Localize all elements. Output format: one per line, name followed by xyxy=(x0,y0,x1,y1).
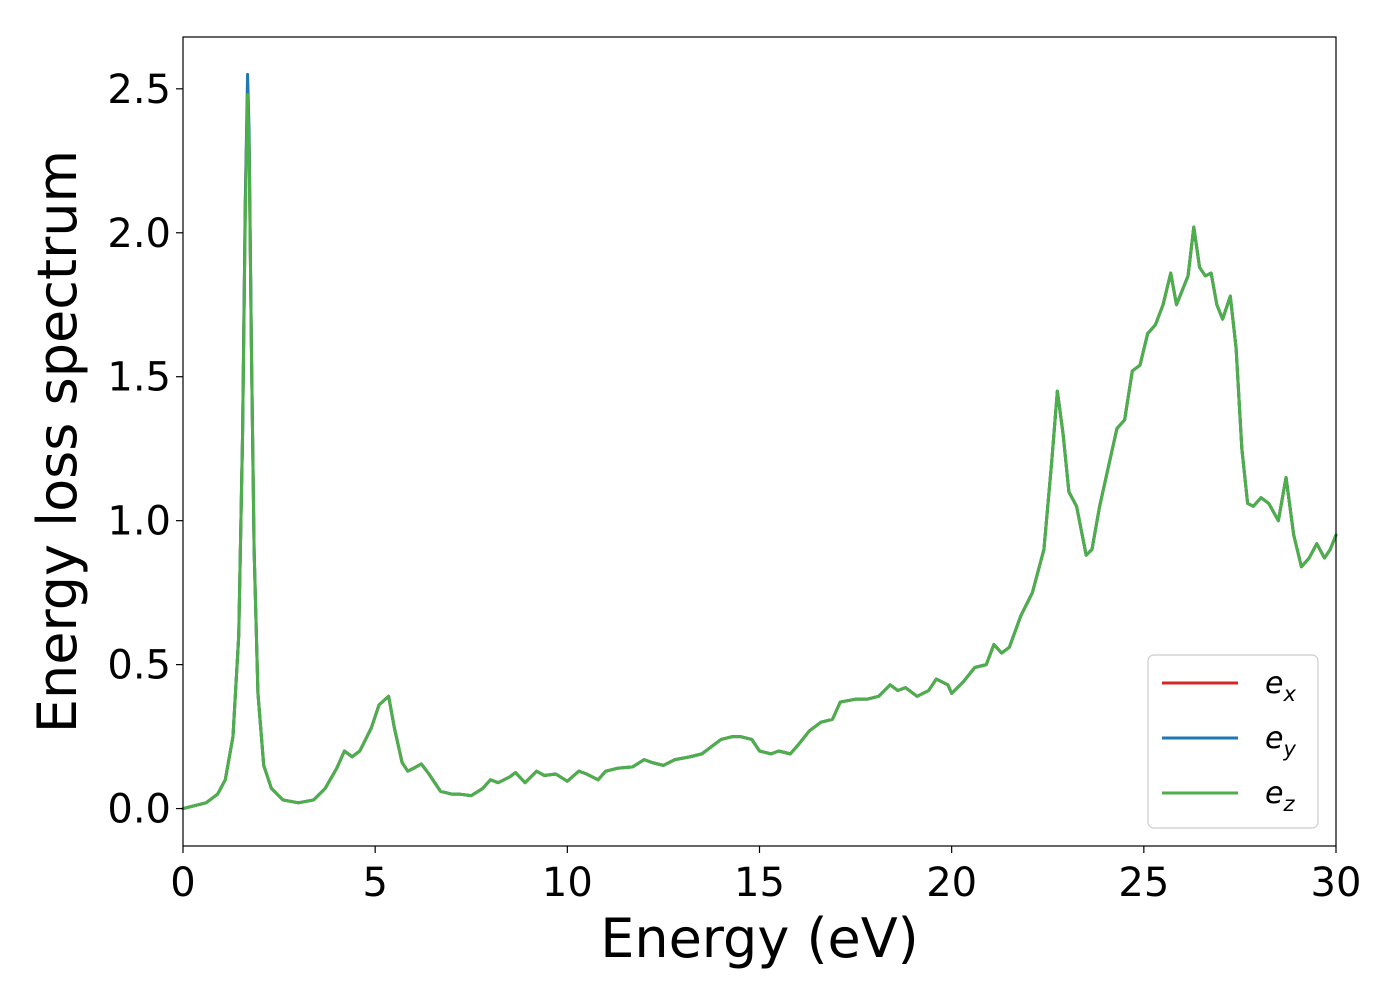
y-tick-label: 2.0 xyxy=(107,211,171,257)
legend-items: ex ey ez xyxy=(1162,666,1296,816)
y-tick-label: 1.5 xyxy=(107,355,171,401)
plot-area xyxy=(183,37,1336,846)
x-tick-label: 25 xyxy=(1118,860,1169,906)
y-axis-ticks: 0.0 0.5 1.0 1.5 2.0 2.5 xyxy=(107,67,183,833)
series-line-e-z xyxy=(181,93,1338,811)
y-tick-label: 0.0 xyxy=(107,787,171,833)
y-tick-label: 0.5 xyxy=(107,643,171,689)
x-tick-label: 15 xyxy=(734,860,785,906)
legend-label-e-y: ey xyxy=(1265,721,1296,761)
x-axis-title: Energy (eV) xyxy=(600,907,919,970)
y-tick-label: 2.5 xyxy=(107,67,171,113)
x-tick-label: 30 xyxy=(1311,860,1362,906)
legend-label-e-z: ez xyxy=(1265,776,1295,816)
x-tick-label: 0 xyxy=(170,860,195,906)
y-axis-title: Energy loss spectrum xyxy=(26,150,89,733)
x-tick-label: 10 xyxy=(542,860,593,906)
legend: ex ey ez xyxy=(1147,654,1319,829)
series-layer xyxy=(181,72,1338,811)
x-tick-label: 20 xyxy=(926,860,977,906)
y-tick-label: 1.0 xyxy=(107,499,171,545)
x-axis-ticks: 0 5 10 15 20 25 30 xyxy=(170,846,1361,906)
legend-box xyxy=(1147,654,1319,829)
x-tick-label: 5 xyxy=(362,860,387,906)
legend-label-e-x: ex xyxy=(1265,666,1296,706)
